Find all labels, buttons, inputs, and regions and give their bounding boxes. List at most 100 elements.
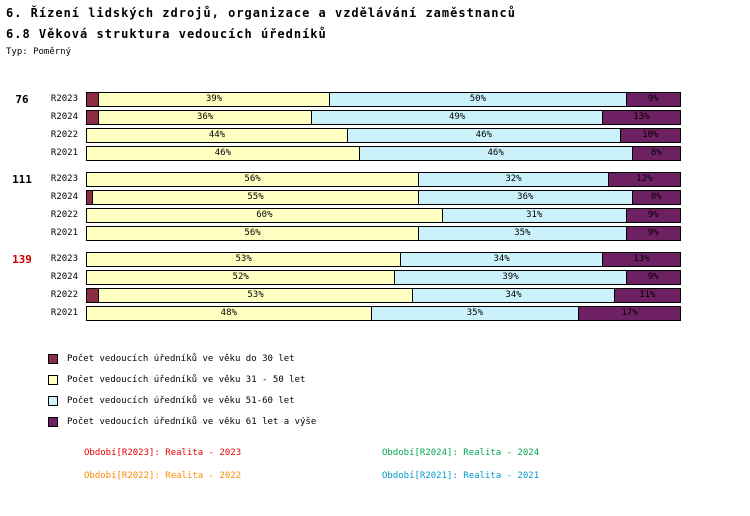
legend-swatch <box>48 353 58 364</box>
row-year-label: R2023 <box>50 254 78 264</box>
segment-value-label: 8% <box>650 192 662 202</box>
segment-value-label: 56% <box>244 174 261 184</box>
bar-segment-age-51-60: 31% <box>442 208 627 222</box>
segment-value-label: 35% <box>514 228 531 238</box>
report-subtitle: 6.8 Věková struktura vedoucích úředníků <box>6 27 327 41</box>
chart-row: R2021 46% 46% 8% <box>4 144 750 162</box>
bar-segment-age-51-60: 39% <box>395 270 627 284</box>
bar-segment-age-31-50: 55% <box>92 190 420 204</box>
segment-value-label: 39% <box>502 272 519 282</box>
bar-segment-age-51-60: 46% <box>347 128 621 142</box>
bar-segment-age-51-60: 50% <box>330 92 627 106</box>
bar-segment-age-61-plus: 9% <box>626 208 680 222</box>
row-year-label: R2022 <box>50 210 78 220</box>
segment-value-label: 31% <box>526 210 543 220</box>
stacked-bar: 60% 31% 9% <box>86 207 681 223</box>
segment-value-label: 17% <box>621 308 638 318</box>
legend-item: Počet vedoucích úředníků ve věku 51-60 l… <box>48 390 750 411</box>
period-label: Období[R2024]: Realita - 2024 <box>382 448 540 458</box>
bar-segment-age-61-plus: 10% <box>620 128 680 142</box>
bar-segment-age-61-plus: 13% <box>602 110 680 124</box>
segment-value-label: 12% <box>636 174 653 184</box>
period-label: Období[R2022]: Realita - 2022 <box>84 471 242 481</box>
segment-value-label: 50% <box>469 94 486 104</box>
chart: 76 R2023 39% 50% 9% R2024 36% 49% 13% R2022 44% 46%… <box>4 90 750 322</box>
bar-segment-age-do-30 <box>87 190 93 204</box>
stacked-bar: 56% 32% 12% <box>86 171 681 187</box>
legend-swatch <box>48 416 58 427</box>
chart-row: R2024 55% 36% 8% <box>4 188 750 206</box>
stacked-bar: 44% 46% 10% <box>86 127 681 143</box>
bar-segment-age-31-50: 56% <box>87 226 420 240</box>
chart-row: 139 R2023 53% 34% 13% <box>4 250 750 268</box>
segment-value-label: 8% <box>650 148 662 158</box>
stacked-bar: 53% 34% 11% <box>86 287 681 303</box>
period-label: Období[R2023]: Realita - 2023 <box>84 448 242 458</box>
bar-segment-age-51-60: 35% <box>419 226 627 240</box>
row-year-label: R2024 <box>50 192 78 202</box>
segment-value-label: 36% <box>196 112 214 122</box>
chart-row: R2022 53% 34% 11% <box>4 286 750 304</box>
legend-swatch <box>48 374 58 385</box>
bar-segment-age-51-60: 32% <box>419 172 609 186</box>
segment-value-label: 46% <box>214 148 232 158</box>
bar-segment-age-51-60: 35% <box>371 306 580 320</box>
report-type-label: Typ: Poměrný <box>6 47 72 57</box>
row-year-label: R2023 <box>50 174 78 184</box>
row-year-label: R2024 <box>50 272 78 282</box>
stacked-bar: 52% 39% 9% <box>86 269 681 285</box>
chart-row: R2024 36% 49% 13% <box>4 108 750 126</box>
bar-segment-age-31-50: 48% <box>87 306 372 320</box>
bar-segment-age-51-60: 49% <box>312 110 603 124</box>
group-count-label: 139 <box>12 252 32 266</box>
row-year-label: R2023 <box>50 94 78 104</box>
segment-value-label: 46% <box>475 130 492 140</box>
chart-group: 76 R2023 39% 50% 9% R2024 36% 49% 13% R2022 44% 46%… <box>4 90 750 162</box>
segment-value-label: 48% <box>220 308 237 318</box>
segment-value-label: 36% <box>517 192 534 202</box>
segment-value-label: 53% <box>235 254 252 264</box>
legend-label: Počet vedoucích úředníků ve věku do 30 l… <box>67 353 295 364</box>
bar-segment-age-do-30 <box>87 92 99 106</box>
row-year-label: R2021 <box>50 228 78 238</box>
bar-segment-age-31-50: 44% <box>87 128 348 142</box>
segment-value-label: 60% <box>256 210 273 220</box>
segment-value-label: 9% <box>647 228 659 238</box>
bar-segment-age-51-60: 36% <box>419 190 633 204</box>
bar-segment-age-61-plus: 9% <box>626 270 680 284</box>
row-year-label: R2021 <box>50 308 78 318</box>
bar-segment-age-51-60: 46% <box>359 146 633 160</box>
group-count-label: 111 <box>12 172 32 186</box>
bar-segment-age-31-50: 56% <box>87 172 420 186</box>
report-title: 6. Řízení lidských zdrojů, organizace a … <box>6 6 516 20</box>
segment-value-label: 44% <box>208 130 226 140</box>
bar-segment-age-do-30 <box>87 288 99 302</box>
bar-segment-age-61-plus: 17% <box>579 306 680 320</box>
row-year-label: R2022 <box>50 130 78 140</box>
legend-label: Počet vedoucích úředníků ve věku 51-60 l… <box>67 395 295 406</box>
segment-value-label: 39% <box>205 94 223 104</box>
chart-row: R2024 52% 39% 9% <box>4 268 750 286</box>
chart-row: R2021 56% 35% 9% <box>4 224 750 242</box>
bar-segment-age-31-50: 39% <box>98 92 331 106</box>
segment-value-label: 9% <box>647 210 659 220</box>
segment-value-label: 32% <box>505 174 522 184</box>
chart-group: 139 R2023 53% 34% 13% R2024 52% 39% 9% R2022 53% 34… <box>4 250 750 322</box>
segment-value-label: 34% <box>493 254 510 264</box>
bar-segment-age-31-50: 46% <box>87 146 360 160</box>
segment-value-label: 53% <box>247 290 264 300</box>
bar-segment-age-31-50: 53% <box>98 288 414 302</box>
bar-segment-age-31-50: 36% <box>98 110 313 124</box>
bar-segment-age-61-plus: 8% <box>632 146 680 160</box>
bar-segment-age-61-plus: 9% <box>626 92 680 106</box>
segment-value-label: 49% <box>448 112 466 122</box>
group-count-label: 76 <box>15 92 29 106</box>
segment-value-label: 34% <box>505 290 522 300</box>
chart-row: R2022 60% 31% 9% <box>4 206 750 224</box>
segment-value-label: 52% <box>232 272 249 282</box>
legend-swatch <box>48 395 58 406</box>
legend-label: Počet vedoucích úředníků ve věku 61 let … <box>67 416 317 427</box>
legend-item: Počet vedoucích úředníků ve věku 61 let … <box>48 411 750 432</box>
footer: Období[R2023]: Realita - 2023 Období[R202… <box>84 448 750 481</box>
